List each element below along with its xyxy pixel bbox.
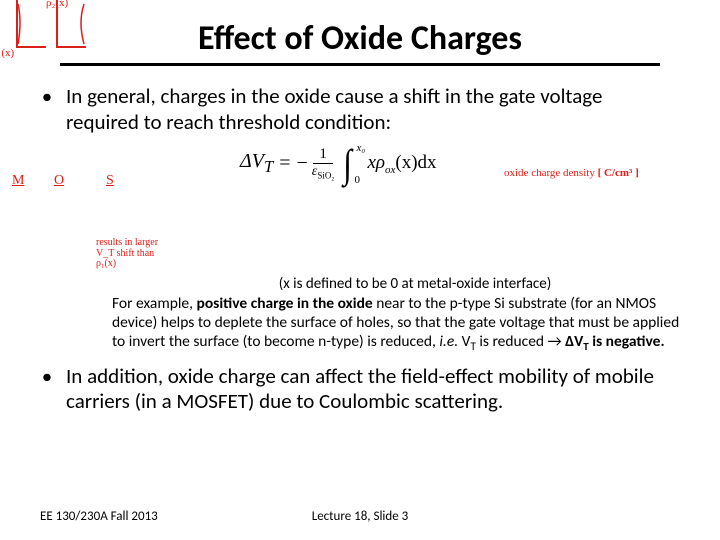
eq-frac-den: εSiO₂: [312, 164, 335, 180]
sketch-label-p1: ρ₁(x): [0, 48, 14, 60]
bullet-1-text: In general, charges in the oxide cause a…: [66, 84, 680, 135]
integral-symbol: ∫: [344, 150, 353, 178]
red-density-note: oxide charge density [ C/cm³ ]: [504, 168, 674, 180]
footer: EE 130/230A Fall 2013 Lecture 18, Slide …: [0, 509, 720, 524]
eq-minus: −: [297, 152, 308, 175]
sketch-base-2: [56, 46, 86, 48]
eq-fraction: 1 εSiO₂: [312, 147, 335, 180]
x-definition-note: (x is defined to be 0 at metal-oxide int…: [150, 275, 680, 293]
bullet-dot: •: [40, 84, 54, 135]
red-label-metal: M: [12, 174, 24, 189]
integral-upper: x₀: [356, 142, 365, 154]
red-label-oxide: O: [54, 174, 64, 189]
sketch-base-1: [16, 46, 46, 48]
bullet-1: • In general, charges in the oxide cause…: [40, 84, 680, 135]
bullet-2-text: In addition, oxide charge can affect the…: [66, 364, 680, 415]
example-paragraph: For example, positive charge in the oxid…: [112, 295, 680, 353]
page-title: Effect of Oxide Charges: [60, 18, 660, 66]
sketch-curve-1: [16, 2, 46, 46]
footer-course: EE 130/230A Fall 2013: [40, 509, 158, 524]
eq-lhs: ΔVT: [240, 150, 273, 177]
sketch-label-p2: ρ₂(x): [46, 0, 68, 10]
bullet-dot: •: [40, 364, 54, 415]
bullet-2: • In addition, oxide charge can affect t…: [40, 364, 680, 415]
eq-equals: =: [279, 152, 290, 175]
equation: ΔVT = − 1 εSiO₂ ∫ x₀ 0 xρox(x)dx: [240, 147, 437, 180]
integral-lower: 0: [354, 174, 360, 186]
eq-integrand: xρox(x)dx: [367, 152, 436, 176]
red-results-note: results in larger V_T shift than ρ₁(x): [96, 238, 176, 270]
eq-frac-num: 1: [313, 147, 333, 164]
red-label-semiconductor: S: [106, 174, 114, 189]
eq-integral: ∫ x₀ 0: [342, 150, 353, 178]
